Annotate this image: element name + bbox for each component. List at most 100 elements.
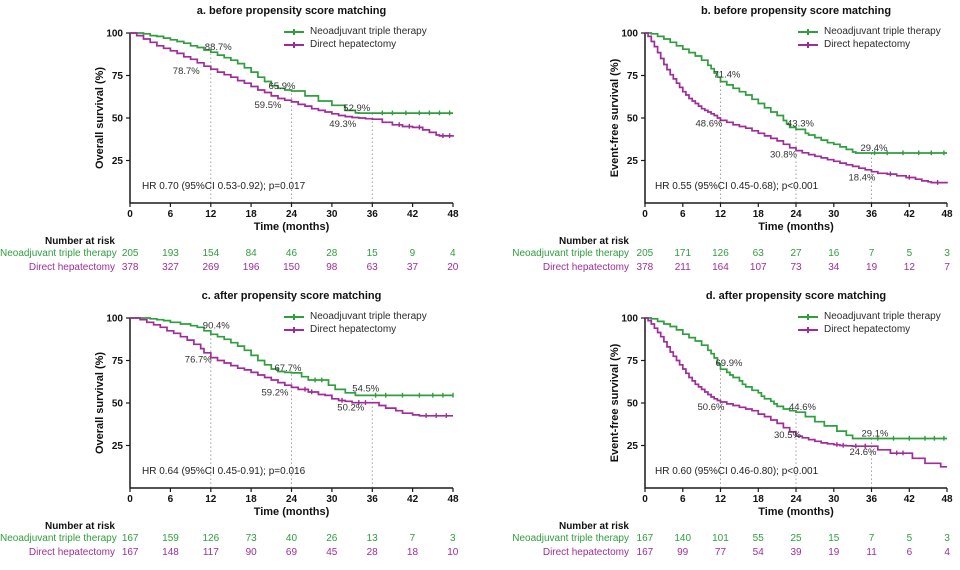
risk-count: 16 [828, 248, 840, 259]
legend-label-neoadjuvant: Neoadjuvant triple therapy [824, 311, 941, 322]
legend-line-direct-icon [284, 41, 304, 48]
legend-item-neoadjuvant: Neoadjuvant triple therapy [284, 310, 427, 323]
annotation-label: 88.7% [205, 42, 232, 53]
y-tick-label: 50 [627, 399, 639, 410]
x-tick-label: 0 [642, 209, 648, 220]
km-curve-neoadjuvant [645, 32, 947, 154]
x-axis-label: Time (months) [758, 221, 834, 233]
x-tick-label: 0 [127, 209, 133, 220]
risk-count: 148 [162, 547, 179, 558]
risk-count: 28 [366, 547, 378, 558]
risk-count: 167 [121, 547, 139, 558]
risk-count: 63 [752, 248, 764, 259]
risk-count: 117 [202, 547, 219, 558]
risk-count: 6 [906, 547, 913, 558]
legend-label-neoadjuvant: Neoadjuvant triple therapy [310, 311, 427, 322]
panel-title: c. after propensity score matching [201, 290, 382, 302]
risk-row-label-neoadjuvant: Neoadjuvant triple therapy [0, 533, 117, 544]
km-plot: 25 50 75 100 0 6 12 18 24 30 36 42 48 71.4% 48.6% 43.3%… [621, 29, 953, 221]
y-tick-label: 100 [621, 314, 638, 325]
annotation-label: 50.6% [698, 402, 725, 413]
risk-count: 154 [202, 248, 220, 259]
legend-label-neoadjuvant: Neoadjuvant triple therapy [310, 26, 427, 37]
km-plot: 25 50 75 100 0 6 12 18 24 30 36 42 48 69.9% 50.6% 44.6%… [621, 314, 953, 506]
risk-row-label-neoadjuvant: Neoadjuvant triple therapy [0, 248, 117, 259]
y-tick-label: 75 [112, 356, 124, 367]
risk-row-values-direct: 378 327 269 196 150 98 63 37 20 [110, 262, 473, 273]
x-tick-label: 36 [866, 494, 878, 505]
risk-count: 3 [450, 533, 456, 544]
legend-line-neoadjuvant-icon [798, 28, 818, 35]
risk-count: 54 [752, 547, 764, 558]
risk-count: 45 [326, 547, 338, 558]
risk-count: 63 [366, 262, 378, 273]
risk-count: 126 [202, 533, 220, 544]
risk-row-values-direct: 167 99 77 54 39 19 11 6 4 [626, 547, 960, 558]
risk-count: 140 [674, 533, 692, 544]
legend-line-direct-icon [798, 326, 818, 333]
panel-b-event-free-survival-before-matching: 25 50 75 100 0 6 12 18 24 30 36 42 48 71.4% 48.6% 43.3%… [480, 0, 960, 285]
risk-count: 37 [406, 262, 419, 273]
risk-count: 4 [450, 248, 456, 259]
hazard-ratio-text: HR 0.60 (95%CI 0.46-0.80); p<0.001 [655, 466, 819, 477]
annotation-label: 43.3% [787, 118, 814, 129]
x-tick-label: 48 [447, 494, 459, 505]
risk-row-label-direct: Direct hepatectomy [542, 262, 629, 273]
x-tick-label: 30 [326, 494, 338, 505]
annotation-label: 59.5% [255, 100, 282, 111]
risk-count: 378 [121, 262, 139, 273]
legend-item-neoadjuvant: Neoadjuvant triple therapy [798, 25, 941, 38]
risk-count: 20 [447, 262, 459, 273]
annotation-label: 29.4% [861, 143, 888, 154]
x-tick-label: 30 [326, 209, 338, 220]
legend-item-direct: Direct hepatectomy [798, 323, 941, 336]
panel-title: d. after propensity score matching [705, 290, 887, 302]
x-tick-label: 42 [904, 494, 916, 505]
risk-count: 107 [749, 262, 767, 273]
x-tick-label: 24 [790, 494, 802, 505]
risk-count: 7 [944, 262, 950, 273]
risk-count: 84 [245, 248, 257, 259]
risk-count: 205 [121, 248, 139, 259]
risk-count: 13 [366, 533, 378, 544]
annotation-label: 78.7% [173, 66, 200, 77]
risk-count: 77 [714, 547, 727, 558]
risk-count: 5 [906, 248, 913, 259]
hazard-ratio-text: HR 0.64 (95%CI 0.45-0.91); p=0.016 [142, 466, 306, 477]
y-tick-label: 100 [106, 29, 123, 40]
km-curve-direct [130, 32, 454, 137]
risk-count: 3 [944, 248, 950, 259]
risk-count: 19 [866, 262, 878, 273]
legend: Neoadjuvant triple therapy Direct hepate… [284, 25, 427, 51]
annotation-label: 54.5% [352, 383, 379, 394]
panel-c-overall-survival-after-matching: 25 50 75 100 0 6 12 18 24 30 36 42 48 90.4% 76.7% 67.7%… [0, 285, 480, 570]
km-curve-neoadjuvant [130, 317, 453, 397]
km-curve-direct [130, 317, 453, 417]
y-tick-label: 50 [112, 399, 124, 410]
risk-count: 55 [752, 533, 764, 544]
risk-count: 18 [406, 547, 419, 558]
y-tick-label: 50 [112, 114, 124, 125]
risk-row-values-neoadjuvant: 205 171 126 63 27 16 7 5 3 [626, 248, 960, 259]
risk-count: 193 [162, 248, 179, 259]
y-tick-label: 75 [112, 71, 124, 82]
legend-label-direct: Direct hepatectomy [310, 39, 397, 50]
risk-count: 73 [790, 262, 802, 273]
x-tick-label: 12 [205, 209, 217, 220]
y-axis-label: Event-free survival (%) [609, 58, 621, 178]
risk-row-label-direct: Direct hepatectomy [28, 262, 115, 273]
risk-row-values-direct: 378 211 164 107 73 34 19 12 7 [626, 262, 960, 273]
annotation-label: 71.4% [714, 70, 741, 81]
risk-row-label-neoadjuvant: Neoadjuvant triple therapy [512, 248, 629, 259]
km-curve-direct [645, 317, 947, 468]
annotation-label: 48.6% [696, 118, 723, 129]
km-plot: 25 50 75 100 0 6 12 18 24 30 36 42 48 88.7% 78.7% 65.9%… [106, 29, 459, 221]
annotation-label: 76.7% [185, 355, 212, 366]
risk-row-label-neoadjuvant: Neoadjuvant triple therapy [512, 533, 629, 544]
risk-count: 327 [162, 262, 179, 273]
legend-item-direct: Direct hepatectomy [284, 323, 427, 336]
legend-item-direct: Direct hepatectomy [284, 38, 427, 51]
risk-count: 12 [903, 262, 915, 273]
annotation-label: 50.2% [337, 403, 364, 414]
risk-count: 15 [828, 533, 840, 544]
